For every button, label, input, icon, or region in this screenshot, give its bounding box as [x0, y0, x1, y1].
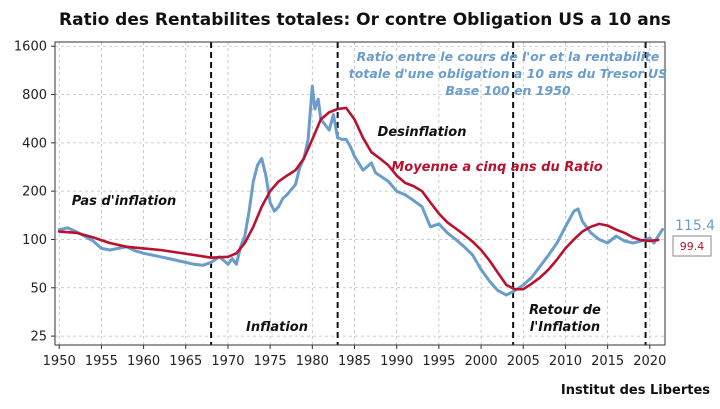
x-tick-label: 1990	[380, 354, 413, 369]
x-tick-label: 1975	[254, 354, 287, 369]
axis-ticks: 25 50 100 200 400 800 1600 1950 1955 1960 1965 1970…	[14, 40, 666, 369]
x-tick-label: 1960	[127, 354, 160, 369]
annotation-pas-inflation: Pas d'inflation	[72, 194, 177, 209]
y-tick-label: 200	[22, 185, 47, 200]
end-value-ratio: 115.4	[675, 218, 715, 234]
annotation-inflation: Inflation	[246, 320, 308, 335]
series-lines	[57, 84, 664, 297]
annotation-retour-line-1: Retour de	[529, 303, 601, 318]
regime-divider-lines	[210, 42, 647, 345]
y-tick-label: 400	[22, 136, 47, 151]
x-tick-label: 2015	[591, 354, 624, 369]
x-tick-label: 1955	[85, 354, 118, 369]
moyenne-series-line	[57, 106, 660, 291]
ratio-series-line	[57, 84, 664, 297]
chart-title: Ratio des Rentabilites totales: Or contr…	[59, 10, 671, 30]
y-tick-label: 1600	[14, 40, 47, 55]
y-tick-label: 800	[22, 88, 47, 103]
annotation-desinflation: Desinflation	[378, 125, 467, 140]
x-tick-label: 1980	[296, 354, 329, 369]
end-value-moyenne: 99.4	[680, 240, 705, 253]
end-value-moyenne-box	[672, 235, 712, 257]
x-tick-label: 1985	[338, 354, 371, 369]
x-tick-label: 1995	[422, 354, 455, 369]
annotation-moyenne: Moyenne a cinq ans du Ratio	[391, 160, 602, 175]
plot-frame	[54, 41, 666, 346]
subtitle-line-3: Base 100 en 1950	[445, 83, 570, 98]
x-tick-label: 1950	[43, 354, 76, 369]
x-tick-label: 2010	[549, 354, 582, 369]
source-label: Institut des Libertes	[561, 383, 710, 398]
subtitle-line-1: Ratio entre le cours de l'or et la renta…	[357, 49, 660, 64]
x-tick-label: 2020	[633, 354, 666, 369]
x-tick-label: 1965	[169, 354, 202, 369]
y-tick-label: 100	[22, 233, 47, 248]
y-tick-label: 50	[30, 281, 47, 296]
annotation-retour-line-2: l'Inflation	[530, 320, 600, 335]
x-tick-label: 2000	[465, 354, 498, 369]
x-tick-label: 2005	[507, 354, 540, 369]
y-tick-label: 25	[30, 330, 47, 345]
x-tick-label: 1970	[211, 354, 244, 369]
subtitle-line-2: totale d'une obligation a 10 ans du Tres…	[349, 66, 667, 81]
